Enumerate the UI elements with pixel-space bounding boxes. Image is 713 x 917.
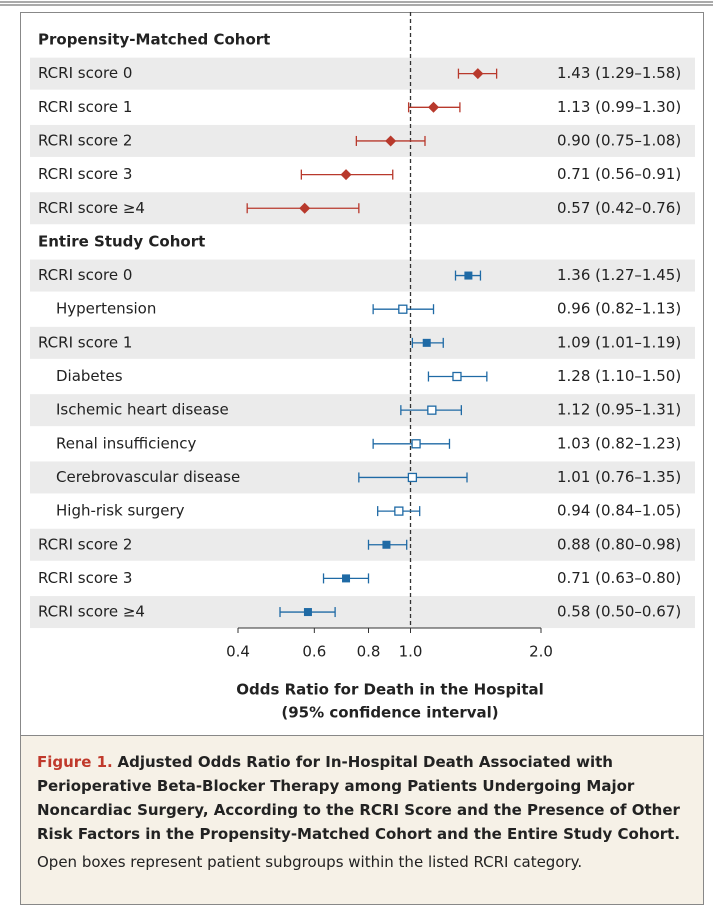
row-label: Renal insufficiency — [56, 434, 197, 452]
figure-label: Figure 1. — [37, 753, 113, 771]
row-label: RCRI score 3 — [38, 569, 132, 587]
value-label: 1.01 (0.76–1.35) — [557, 468, 681, 486]
group-heading: Entire Study Cohort — [38, 232, 205, 250]
value-label: 1.09 (1.01–1.19) — [557, 333, 681, 351]
point-open — [452, 371, 462, 382]
x-tick-label: 2.0 — [529, 643, 553, 661]
row-label: RCRI score ≥4 — [38, 603, 145, 621]
row-label: Cerebrovascular disease — [56, 468, 240, 486]
value-label: 1.36 (1.27–1.45) — [557, 266, 681, 284]
row-label: RCRI score 1 — [38, 98, 132, 116]
x-axis-title: (95% confidence interval) — [281, 704, 498, 722]
x-tick-label: 1.0 — [399, 643, 423, 661]
point — [422, 338, 431, 347]
point — [299, 202, 311, 214]
caption-note: Open boxes represent patient subgroups w… — [37, 853, 583, 871]
point-open — [398, 304, 408, 314]
value-label: 0.94 (0.84–1.05) — [557, 502, 681, 520]
value-label: 1.12 (0.95–1.31) — [557, 401, 681, 419]
x-tick-label: 0.8 — [357, 643, 381, 661]
value-label: 0.57 (0.42–0.76) — [557, 199, 681, 217]
row-band — [30, 192, 695, 225]
x-tick-label: 0.4 — [226, 643, 250, 661]
point — [342, 574, 351, 583]
value-label: 1.13 (0.99–1.30) — [557, 98, 681, 116]
point — [303, 608, 312, 617]
row-band — [30, 528, 695, 561]
value-label: 0.71 (0.63–0.80) — [557, 569, 681, 587]
point — [382, 540, 391, 549]
x-axis-title: Odds Ratio for Death in the Hospital — [236, 681, 544, 699]
row-label: RCRI score 0 — [38, 266, 132, 284]
caption-title: Adjusted Odds Ratio for In-Hospital Deat… — [37, 753, 681, 843]
row-label: Diabetes — [56, 367, 123, 385]
value-label: 0.96 (0.82–1.13) — [557, 300, 681, 318]
value-label: 0.90 (0.75–1.08) — [557, 131, 681, 149]
point — [472, 68, 484, 80]
x-tick-label: 0.6 — [302, 643, 326, 661]
point — [385, 135, 397, 147]
caption: Figure 1. Adjusted Odds Ratio for In-Hos… — [21, 736, 703, 904]
row-label: RCRI score 0 — [38, 64, 132, 82]
row-label: RCRI score 2 — [38, 535, 132, 553]
row-label: RCRI score ≥4 — [38, 199, 145, 217]
row-label: Hypertension — [56, 300, 156, 318]
row-label: Ischemic heart disease — [56, 401, 229, 419]
point-open — [394, 506, 404, 516]
point-open — [407, 472, 418, 483]
row-band — [30, 326, 695, 359]
value-label: 0.88 (0.80–0.98) — [557, 535, 681, 553]
row-label: RCRI score 1 — [38, 333, 132, 351]
row-band — [30, 394, 695, 427]
value-label: 1.03 (0.82–1.23) — [557, 434, 681, 452]
point — [428, 101, 440, 113]
value-label: 0.58 (0.50–0.67) — [557, 603, 681, 621]
row-band — [30, 259, 695, 292]
row-band — [30, 596, 695, 629]
row-label: High-risk surgery — [56, 502, 185, 520]
value-label: 1.28 (1.10–1.50) — [557, 367, 681, 385]
row-label: RCRI score 2 — [38, 131, 132, 149]
frame — [20, 12, 704, 905]
point-open — [411, 439, 421, 449]
value-label: 1.43 (1.29–1.58) — [557, 64, 681, 82]
point-open — [427, 405, 437, 415]
point — [340, 169, 352, 181]
row-band — [30, 57, 695, 90]
row-label: RCRI score 3 — [38, 165, 132, 183]
point — [464, 271, 473, 280]
group-heading: Propensity-Matched Cohort — [38, 31, 270, 49]
value-label: 0.71 (0.56–0.91) — [557, 165, 681, 183]
